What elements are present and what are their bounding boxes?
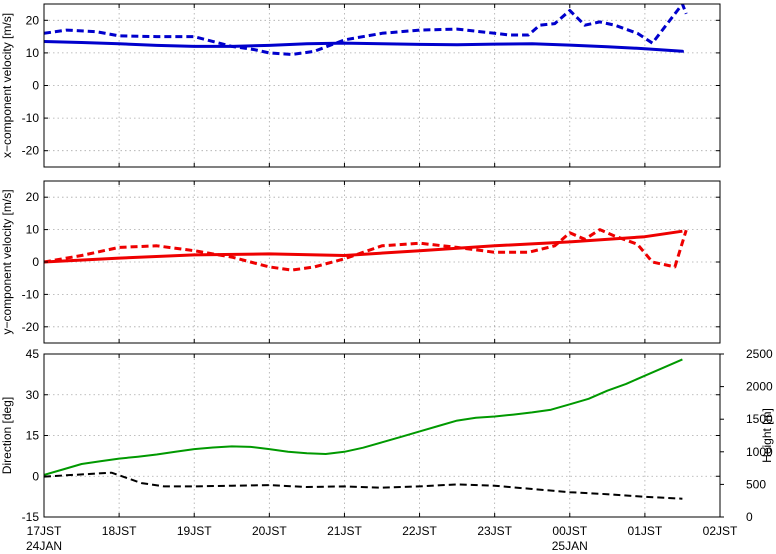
panel2-ytick-label: 10 xyxy=(26,223,40,237)
panel3-y2tick-label: 1000 xyxy=(746,445,773,459)
panel2-ytick-label: -10 xyxy=(22,287,40,301)
x-tick-label-17JST: 17JST xyxy=(27,524,62,538)
panel3-y2tick-label: 2500 xyxy=(746,347,773,361)
panel3-y-label: Direction [deg] xyxy=(0,397,14,474)
panel2-series-dashed-line xyxy=(44,228,688,272)
x-date-label-00JST: 25JAN xyxy=(552,539,588,553)
panel2-ytick-label: 20 xyxy=(26,190,40,204)
panel1-ytick-label: 10 xyxy=(26,46,40,60)
panel3-y2tick-label: 500 xyxy=(746,477,766,491)
panel1-ytick-label: -20 xyxy=(22,144,40,158)
x-tick-label-02JST: 02JST xyxy=(703,524,738,538)
panel2-ytick-label: 0 xyxy=(32,255,39,269)
x-tick-label-19JST: 19JST xyxy=(177,524,212,538)
panel3-ytick-label: 45 xyxy=(26,347,40,361)
panel1-ytick-label: 0 xyxy=(32,79,39,93)
x-tick-label-20JST: 20JST xyxy=(252,524,287,538)
panel3-ytick-label: 30 xyxy=(26,388,40,402)
panel2-y-label: y−component velocity [m/s] xyxy=(0,189,14,334)
panel1-y-label: x−component velocity [m/s] xyxy=(0,13,14,158)
panel2-series-solid-line xyxy=(44,229,683,264)
x-tick-label-01JST: 01JST xyxy=(628,524,663,538)
x-tick-label-18JST: 18JST xyxy=(102,524,137,538)
x-tick-label-22JST: 22JST xyxy=(402,524,437,538)
x-tick-label-00JST: 00JST xyxy=(552,524,587,538)
panel3-ytick-label: 15 xyxy=(26,429,40,443)
panel3-y2tick-label: 2000 xyxy=(746,380,773,394)
panel1-series-solid-line xyxy=(44,40,684,53)
panel2-ytick-label: -20 xyxy=(22,320,40,334)
x-tick-label-23JST: 23JST xyxy=(477,524,512,538)
panel1-ytick-label: -10 xyxy=(22,111,40,125)
x-date-label-17JST: 24JAN xyxy=(26,539,62,553)
panel3-y2-label: Height [m] xyxy=(760,408,774,463)
panel3-ytick-label: 0 xyxy=(32,469,39,483)
panel1-ytick-label: 20 xyxy=(26,13,40,27)
panel3-ytick-label: -15 xyxy=(22,510,40,524)
panel1-series-dashed-line xyxy=(44,4,688,56)
panel3-y2tick-label: 0 xyxy=(746,510,753,524)
panel3-y2tick-label: 1500 xyxy=(746,412,773,426)
panel3-series-solid-line xyxy=(44,358,683,476)
panel3-series-dashed-line xyxy=(44,471,683,500)
x-tick-label-21JST: 21JST xyxy=(327,524,362,538)
